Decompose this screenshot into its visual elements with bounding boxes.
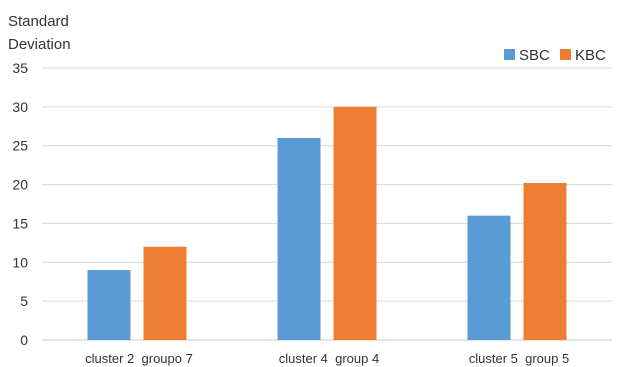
x-category-label: cluster 4 group 4 (279, 351, 379, 366)
y-tick-label: 5 (20, 293, 28, 309)
y-tick-label: 20 (12, 177, 28, 193)
y-tick-label: 10 (12, 254, 28, 270)
y-axis-tick-labels: 0 5 10 15 20 25 30 35 (12, 60, 28, 348)
bars (87, 106, 567, 340)
y-tick-label: 35 (12, 60, 28, 76)
y-tick-label: 30 (12, 99, 28, 115)
y-tick-label: 25 (12, 138, 28, 154)
y-axis-title-line-1: Standard (8, 13, 69, 30)
legend-swatch-sbc (504, 49, 515, 60)
legend-label-sbc: SBC (519, 47, 550, 64)
legend-swatch-kbc (560, 49, 571, 60)
y-axis-title-line-2: Deviation (8, 36, 71, 53)
bar-sbc-2 (277, 137, 321, 340)
x-axis-category-labels: cluster 2 groupo 7 cluster 4 group 4 clust… (85, 351, 569, 366)
x-category-label: cluster 5 group 5 (469, 351, 569, 366)
bar-sbc-1 (87, 270, 131, 340)
y-tick-label: 0 (20, 332, 28, 348)
legend: SBC KBC (504, 47, 606, 64)
bar-kbc-2 (333, 106, 377, 340)
legend-label-kbc: KBC (575, 47, 606, 64)
bar-kbc-3 (523, 183, 567, 340)
bar-kbc-1 (143, 246, 187, 340)
x-category-label: cluster 2 groupo 7 (85, 351, 193, 366)
bar-sbc-3 (467, 215, 511, 340)
gridlines (42, 67, 612, 341)
y-tick-label: 15 (12, 215, 28, 231)
